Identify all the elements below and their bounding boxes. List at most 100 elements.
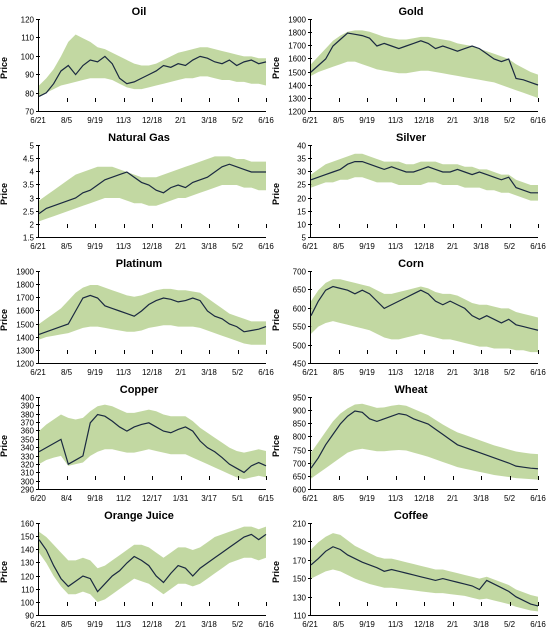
y-tick-label: 370	[21, 419, 34, 428]
x-tick-label: 3/17	[201, 494, 217, 503]
y-ticks: 110130150170190210	[280, 524, 308, 616]
x-ticks: 6/208/49/1811/212/171/313/175/16/15	[38, 492, 266, 506]
x-tick-label: 8/4	[61, 494, 72, 503]
y-tick-label: 700	[293, 459, 306, 468]
y-tick-label: 110	[21, 34, 34, 43]
x-tick-label: 6/16	[530, 620, 546, 629]
confidence-band	[39, 405, 266, 479]
y-tick-label: 170	[293, 556, 306, 565]
y-tick-label: 4	[30, 168, 34, 177]
x-tick-label: 2/1	[175, 620, 186, 629]
y-ticks: 290300310320330340350360370380390400	[8, 398, 36, 490]
x-tick-label: 8/5	[61, 368, 72, 377]
y-tick-label: 120	[21, 572, 34, 581]
x-tick-label: 12/18	[142, 620, 162, 629]
x-tick-label: 9/19	[359, 116, 375, 125]
x-tick-label: 12/18	[414, 368, 434, 377]
x-tick-label: 3/18	[473, 116, 489, 125]
y-ticks: 510152025303540	[280, 146, 308, 238]
x-tick-label: 2/1	[175, 242, 186, 251]
x-tick-label: 11/2	[116, 494, 131, 503]
y-tick-label: 30	[297, 168, 306, 177]
y-ticks: 708090100110120	[8, 20, 36, 112]
y-tick-label: 1500	[288, 68, 306, 77]
x-tick-label: 6/21	[302, 116, 318, 125]
x-tick-label: 8/5	[61, 620, 72, 629]
x-tick-label: 3/18	[201, 116, 217, 125]
y-tick-label: 1300	[288, 94, 306, 103]
confidence-band	[39, 527, 266, 602]
y-tick-label: 210	[293, 520, 306, 529]
chart-panel: Natural GasPrice1.522.533.544.556/218/59…	[8, 134, 270, 254]
y-tick-label: 650	[293, 472, 306, 481]
x-tick-label: 2/1	[447, 494, 458, 503]
y-tick-label: 100	[21, 598, 34, 607]
y-tick-label: 90	[25, 71, 34, 80]
chart-title: Platinum	[8, 258, 270, 270]
y-tick-label: 100	[21, 52, 34, 61]
y-tick-label: 340	[21, 444, 34, 453]
x-ticks: 6/218/59/1911/312/182/13/185/26/16	[38, 618, 266, 632]
y-tick-label: 1700	[16, 294, 34, 303]
x-ticks: 6/218/59/1911/312/182/13/185/26/16	[310, 618, 538, 632]
y-tick-label: 1400	[16, 333, 34, 342]
x-tick-label: 6/16	[258, 620, 274, 629]
chart-title: Silver	[280, 132, 542, 144]
x-ticks: 6/218/59/1911/312/182/13/185/26/16	[38, 240, 266, 254]
x-tick-label: 6/21	[30, 620, 46, 629]
x-tick-label: 3/18	[473, 494, 489, 503]
x-tick-label: 5/2	[504, 242, 515, 251]
x-tick-label: 8/5	[61, 116, 72, 125]
x-tick-label: 6/21	[30, 368, 46, 377]
y-tick-label: 150	[21, 533, 34, 542]
y-ticks: 1.522.533.544.55	[8, 146, 36, 238]
y-tick-label: 1500	[16, 320, 34, 329]
x-tick-label: 5/2	[504, 368, 515, 377]
y-ticks: 90100110120130140150160	[8, 524, 36, 616]
y-tick-label: 130	[21, 559, 34, 568]
x-tick-label: 5/2	[232, 368, 243, 377]
x-tick-label: 12/18	[414, 116, 434, 125]
x-tick-label: 8/5	[333, 494, 344, 503]
y-tick-label: 650	[293, 286, 306, 295]
y-tick-label: 150	[293, 575, 306, 584]
x-tick-label: 6/21	[302, 620, 318, 629]
chart-panel: CornPrice4505005506006507006/218/59/1911…	[280, 260, 542, 380]
x-tick-label: 5/2	[232, 242, 243, 251]
x-tick-label: 2/1	[175, 116, 186, 125]
y-tick-label: 10	[297, 220, 306, 229]
chart-grid: OilPrice7080901001101206/218/59/1911/312…	[8, 8, 542, 632]
y-tick-label: 160	[21, 520, 34, 529]
x-tick-label: 6/16	[530, 116, 546, 125]
x-tick-label: 12/18	[142, 368, 162, 377]
x-tick-label: 9/19	[87, 116, 103, 125]
x-tick-label: 8/5	[333, 368, 344, 377]
x-tick-label: 8/5	[333, 116, 344, 125]
x-tick-label: 8/5	[333, 242, 344, 251]
y-tick-label: 950	[293, 394, 306, 403]
x-tick-label: 6/21	[302, 242, 318, 251]
confidence-band	[311, 533, 538, 611]
chart-title: Corn	[280, 258, 542, 270]
x-tick-label: 1/31	[173, 494, 189, 503]
y-tick-label: 20	[297, 194, 306, 203]
y-tick-label: 550	[293, 323, 306, 332]
y-tick-label: 120	[21, 16, 34, 25]
x-tick-label: 6/16	[530, 242, 546, 251]
y-tick-label: 380	[21, 410, 34, 419]
x-tick-label: 11/3	[116, 116, 131, 125]
x-tick-label: 9/18	[87, 494, 103, 503]
y-tick-label: 40	[297, 142, 306, 151]
y-tick-label: 1600	[288, 55, 306, 64]
x-tick-label: 5/2	[504, 620, 515, 629]
chart-title: Natural Gas	[8, 132, 270, 144]
x-tick-label: 12/17	[142, 494, 162, 503]
x-tick-label: 3/18	[201, 620, 217, 629]
y-ticks: 12001300140015001600170018001900	[8, 272, 36, 364]
y-tick-label: 1900	[288, 16, 306, 25]
x-tick-label: 6/16	[258, 116, 274, 125]
x-tick-label: 5/2	[232, 620, 243, 629]
y-tick-label: 700	[293, 268, 306, 277]
x-ticks: 6/218/59/1911/312/182/13/185/26/16	[310, 366, 538, 380]
x-tick-label: 6/16	[530, 368, 546, 377]
